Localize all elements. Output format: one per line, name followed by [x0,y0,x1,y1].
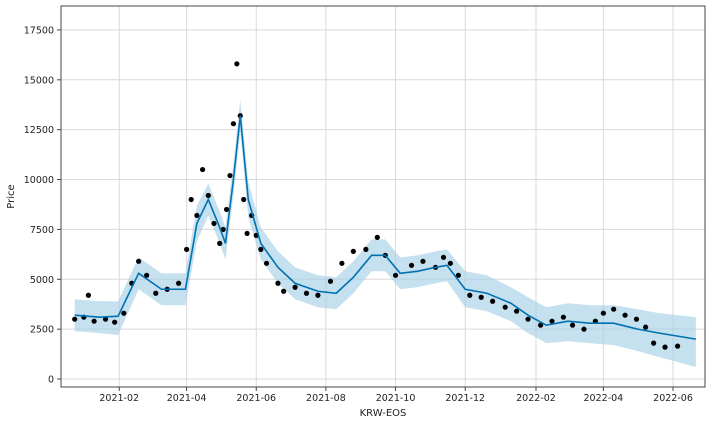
x-tick-label: 2022-06 [653,393,693,404]
observed-point [339,260,345,266]
observed-point [611,306,617,312]
observed-point [537,322,544,328]
observed-point [217,240,223,246]
observed-point [263,260,270,266]
observed-point [230,121,237,127]
x-tick-label: 2021-08 [306,393,346,404]
observed-point [85,292,92,298]
y-tick-label: 2500 [30,325,54,336]
observed-point [144,272,150,278]
observed-point [651,340,657,346]
observed-point [220,226,226,233]
observed-point [581,326,587,332]
observed-point [205,192,211,199]
x-tick-label: 2022-04 [584,393,624,404]
observed-point [440,254,447,260]
observed-point [244,230,250,237]
observed-point [184,246,190,252]
observed-point [188,196,194,203]
plot-frame [60,5,706,388]
observed-point [490,298,496,304]
observed-point [569,322,576,328]
observed-points-layer [72,61,681,350]
observed-point [622,312,628,318]
observed-point [315,292,321,298]
y-tick-label: 17500 [24,25,54,36]
observed-point [227,172,233,179]
observed-point [176,280,182,286]
observed-point [91,318,97,324]
observed-point [102,316,109,322]
observed-point [258,246,264,252]
observed-point [136,258,142,264]
y-axis-label: Price [6,184,17,208]
y-tick-label: 5000 [30,275,54,286]
observed-point [447,260,453,266]
observed-point [72,316,78,322]
x-tick-label: 2021-06 [236,393,276,404]
forecast-line-layer [74,115,696,340]
x-tick-label: 2021-12 [445,393,485,404]
observed-point [211,220,217,227]
y-tick-label: 0 [48,375,54,386]
y-tick-label: 15000 [24,75,54,86]
y-tick-label: 12500 [24,125,54,136]
x-tick-label: 2022-02 [516,393,556,404]
observed-point [194,212,200,219]
observed-point [600,310,606,316]
observed-point [478,294,484,300]
observed-point [549,318,555,324]
x-tick-label: 2021-04 [167,393,207,404]
forecast-line [74,115,696,340]
x-tick-label: 2021-02 [99,393,139,404]
observed-point [674,343,681,349]
observed-point [241,196,247,203]
observed-point [633,316,640,322]
observed-point [525,316,531,322]
observed-point [234,61,240,67]
observed-point [513,308,520,314]
observed-point [292,284,298,290]
observed-point [643,324,649,330]
y-tick-label: 7500 [30,225,54,236]
x-tick-label: 2021-10 [376,393,416,404]
observed-point [121,310,127,316]
observed-point [199,166,206,173]
observed-point [153,290,159,296]
observed-point [560,314,567,320]
observed-point [112,319,118,325]
x-axis-label: KRW-EOS [360,408,407,419]
observed-point [281,288,287,294]
observed-point [455,272,461,278]
tick-layer: 2021-02 2021-04 2021-06 2021-08 2021-10 2021-… [24,25,693,404]
observed-point [408,262,415,268]
uncertainty-interval-band [74,99,696,368]
observed-point [502,304,508,310]
observed-point [350,248,356,254]
observed-point [662,344,668,350]
observed-point [327,278,334,284]
observed-point [420,258,426,264]
observed-point [223,206,230,213]
y-tick-label: 10000 [24,175,54,186]
interval-band-layer [74,99,696,368]
observed-point [275,280,281,286]
observed-point [303,290,310,296]
observed-point [392,272,399,278]
observed-point [363,246,369,252]
observed-point [467,292,473,298]
observed-point [374,234,380,240]
